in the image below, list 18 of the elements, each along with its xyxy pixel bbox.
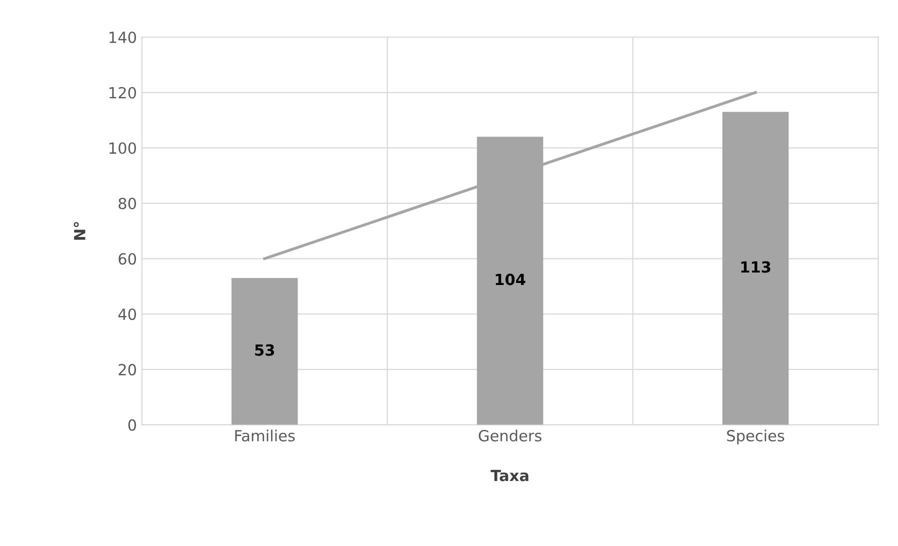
x-axis-title: Taxa — [490, 470, 528, 482]
y-axis-title: N° — [74, 222, 86, 240]
bar — [231, 278, 298, 425]
y-tick-label: 140 — [110, 32, 136, 44]
y-tick-label: 0 — [128, 419, 136, 431]
x-tick-label: Species — [727, 430, 784, 444]
y-tick-label: 20 — [118, 364, 136, 376]
x-tick-label: Genders — [478, 430, 542, 442]
y-tick-label: 80 — [118, 198, 136, 210]
y-tick-label: 40 — [118, 308, 136, 320]
y-tick-label: 60 — [118, 253, 136, 265]
y-tick-label: 100 — [110, 142, 136, 154]
x-tick-label: Families — [235, 430, 295, 442]
y-tick-label: 120 — [110, 86, 136, 99]
bar — [722, 112, 789, 425]
data-label: 104 — [496, 274, 526, 286]
data-label: 53 — [255, 344, 274, 356]
data-label: 113 — [741, 261, 770, 273]
